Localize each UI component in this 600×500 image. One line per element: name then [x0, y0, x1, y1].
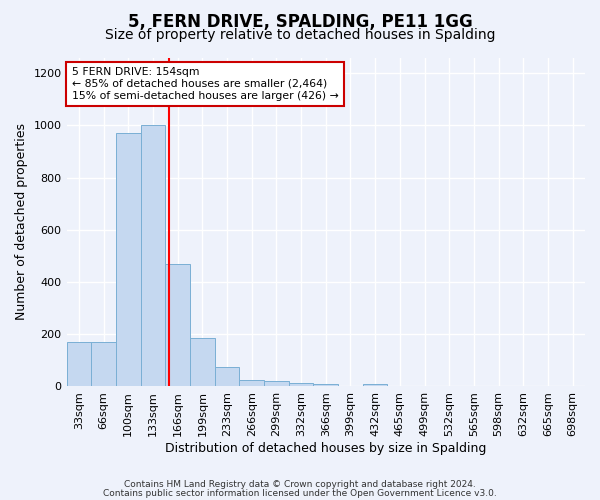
Text: Contains HM Land Registry data © Crown copyright and database right 2024.: Contains HM Land Registry data © Crown c…	[124, 480, 476, 489]
Text: Contains public sector information licensed under the Open Government Licence v3: Contains public sector information licen…	[103, 489, 497, 498]
Bar	[289, 382, 313, 386]
Bar	[165, 264, 190, 386]
Bar	[264, 381, 289, 386]
Bar	[313, 384, 338, 386]
Bar	[91, 342, 116, 386]
X-axis label: Distribution of detached houses by size in Spalding: Distribution of detached houses by size …	[165, 442, 487, 455]
Bar	[363, 384, 388, 386]
Bar	[215, 367, 239, 386]
Bar	[190, 338, 215, 386]
Bar	[116, 133, 140, 386]
Text: 5, FERN DRIVE, SPALDING, PE11 1GG: 5, FERN DRIVE, SPALDING, PE11 1GG	[128, 12, 472, 30]
Text: 5 FERN DRIVE: 154sqm
← 85% of detached houses are smaller (2,464)
15% of semi-de: 5 FERN DRIVE: 154sqm ← 85% of detached h…	[72, 68, 338, 100]
Bar	[140, 126, 165, 386]
Text: Size of property relative to detached houses in Spalding: Size of property relative to detached ho…	[105, 28, 495, 42]
Bar	[67, 342, 91, 386]
Y-axis label: Number of detached properties: Number of detached properties	[15, 124, 28, 320]
Bar	[239, 380, 264, 386]
